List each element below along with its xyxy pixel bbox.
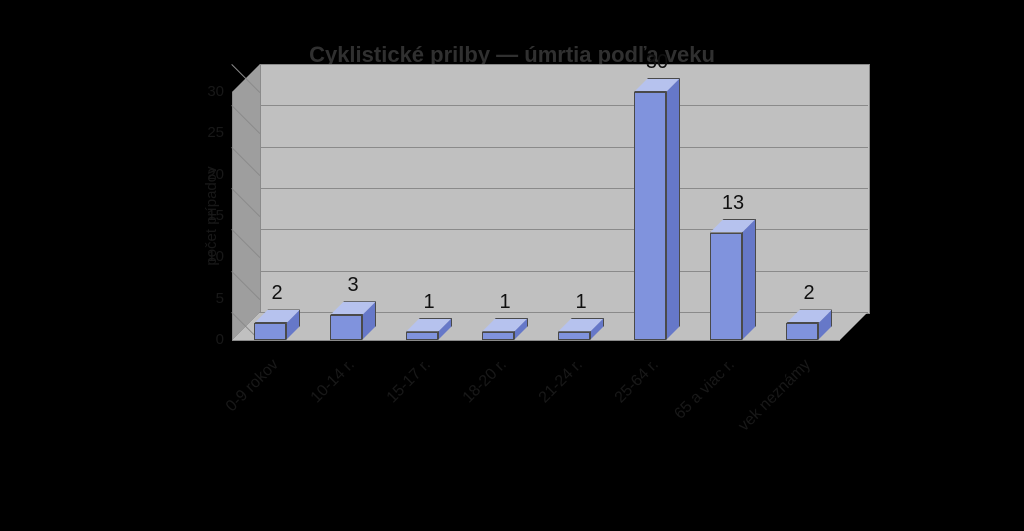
y-tick-label: 20 bbox=[184, 166, 224, 183]
bar bbox=[710, 219, 756, 340]
data-label: 30 bbox=[628, 51, 686, 74]
y-tick-label: 15 bbox=[184, 207, 224, 224]
bar bbox=[634, 78, 680, 340]
bar bbox=[406, 318, 452, 340]
plot-area: počet prípadov 2311130132 051015202530 bbox=[232, 92, 840, 340]
bar bbox=[254, 309, 300, 340]
y-tick-label: 5 bbox=[184, 290, 224, 307]
bars-layer: 2311130132 bbox=[232, 92, 840, 340]
bar bbox=[482, 318, 528, 340]
y-tick-label: 30 bbox=[184, 83, 224, 100]
bar bbox=[558, 318, 604, 340]
data-label: 13 bbox=[704, 192, 762, 215]
bar bbox=[330, 301, 376, 340]
chart: { "chart": { "type": "bar-3d", "title": … bbox=[0, 0, 1024, 531]
data-label: 1 bbox=[400, 291, 458, 314]
y-tick-label: 25 bbox=[184, 124, 224, 141]
gridline bbox=[260, 64, 868, 65]
data-label: 1 bbox=[552, 291, 610, 314]
bar bbox=[786, 309, 832, 340]
data-label: 2 bbox=[780, 282, 838, 305]
data-label: 1 bbox=[476, 291, 534, 314]
baseline bbox=[232, 340, 840, 341]
y-tick-label: 0 bbox=[184, 331, 224, 348]
data-label: 3 bbox=[324, 274, 382, 297]
data-label: 2 bbox=[248, 282, 306, 305]
y-tick-label: 10 bbox=[184, 248, 224, 265]
